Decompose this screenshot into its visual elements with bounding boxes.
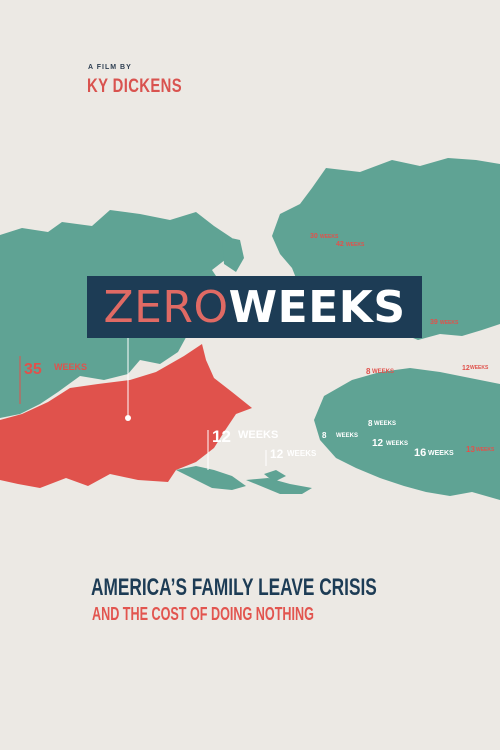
africa-unit: WEEKS [336,433,358,439]
usa-pin [125,415,131,421]
caribbean-islands [176,466,246,490]
film-by-label: A FILM BY [88,64,132,71]
r6-unit: WEEKS [386,441,408,447]
canada-weeks-number: 35 [24,361,42,378]
r5-unit: WEEKS [374,421,396,427]
eu-label-b-unit: WEEKS [346,242,365,248]
r2-num: 12 [462,365,470,372]
iceland-weeks-number: 12 [270,447,284,461]
r4-unit: WEEKS [476,447,495,453]
r5-num: 8 [368,419,373,428]
title-weeks: WEEKS [228,281,406,333]
director-name: KY DICKENS [87,76,183,97]
r2-unit: WEEKS [470,365,489,371]
canada-weeks-unit: WEEKS [54,362,87,372]
eu-label-b-num: 42 [336,241,344,248]
eu-label-a-unit: WEEKS [320,234,339,240]
africa-num: 8 [322,431,327,440]
eu-label-c-num: 39 [430,319,438,326]
greenland-landmass [222,236,244,272]
r6-num: 12 [372,438,384,449]
uk-weeks-unit: WEEKS [238,429,278,441]
caribbean-islands-2 [246,478,312,494]
r4-num: 13 [466,445,475,454]
r3-num: 16 [414,447,426,459]
title-banner: ZERO WEEKS [87,276,422,338]
eu-label-c-unit: WEEKS [440,320,459,326]
sub-tagline: AND THE COST OF DOING NOTHING [92,604,314,624]
iceland-weeks-unit: WEEKS [287,449,317,458]
r3-unit: WEEKS [428,450,454,457]
r1-num: 8 [366,367,371,376]
eu-label-a-num: 30 [310,233,318,240]
island-small [264,470,286,482]
r1-unit: WEEKS [372,369,394,375]
south-landmass [314,368,500,500]
title-zero: ZERO [103,281,229,333]
uk-weeks-number: 12 [212,427,231,446]
tagline: AMERICA’S FAMILY LEAVE CRISIS [91,574,377,601]
